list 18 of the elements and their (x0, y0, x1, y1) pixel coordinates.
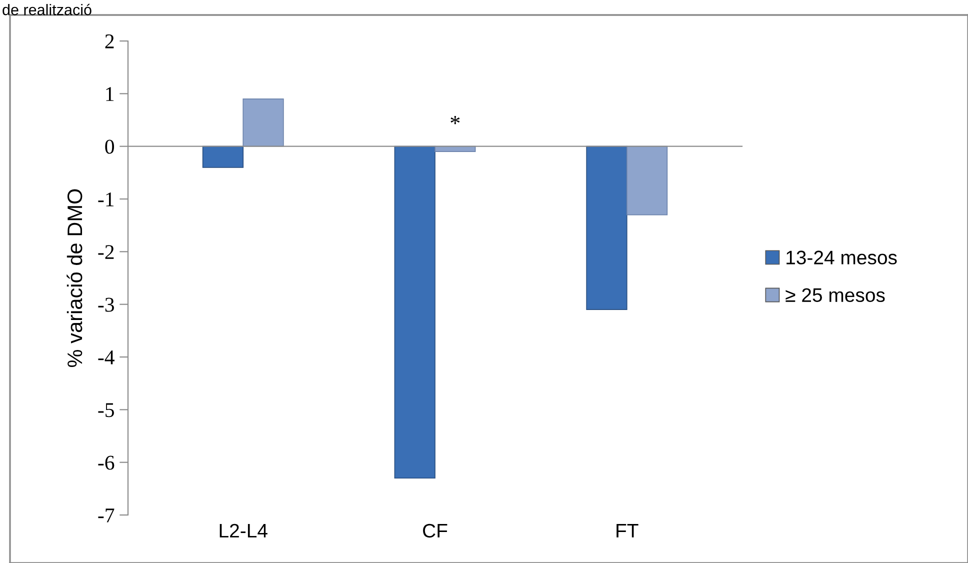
y-tick-label: 2 (105, 34, 114, 48)
x-tick-label: L2-L4 (220, 524, 268, 538)
chart-title: de realització (2, 4, 92, 16)
legend-label: 13-24 mesos (786, 250, 897, 264)
y-tick-label: -2 (98, 245, 114, 259)
y-tick-label: -4 (98, 350, 114, 364)
y-tick-label: 0 (105, 140, 114, 154)
y-axis-title: % variació de DMO (66, 189, 82, 367)
legend-label: ≥ 25 mesos (786, 288, 885, 302)
y-tick-label: 1 (106, 87, 114, 101)
annotation: * (450, 116, 460, 124)
y-tick-label: -3 (98, 298, 114, 312)
y-tick-label: -7 (98, 508, 114, 522)
y-tick-label: -5 (98, 403, 114, 418)
x-tick-label: CF (423, 524, 448, 538)
x-tick-label: FT (616, 524, 638, 538)
y-tick-label: -6 (98, 456, 114, 470)
y-tick-label: -1 (98, 192, 114, 206)
